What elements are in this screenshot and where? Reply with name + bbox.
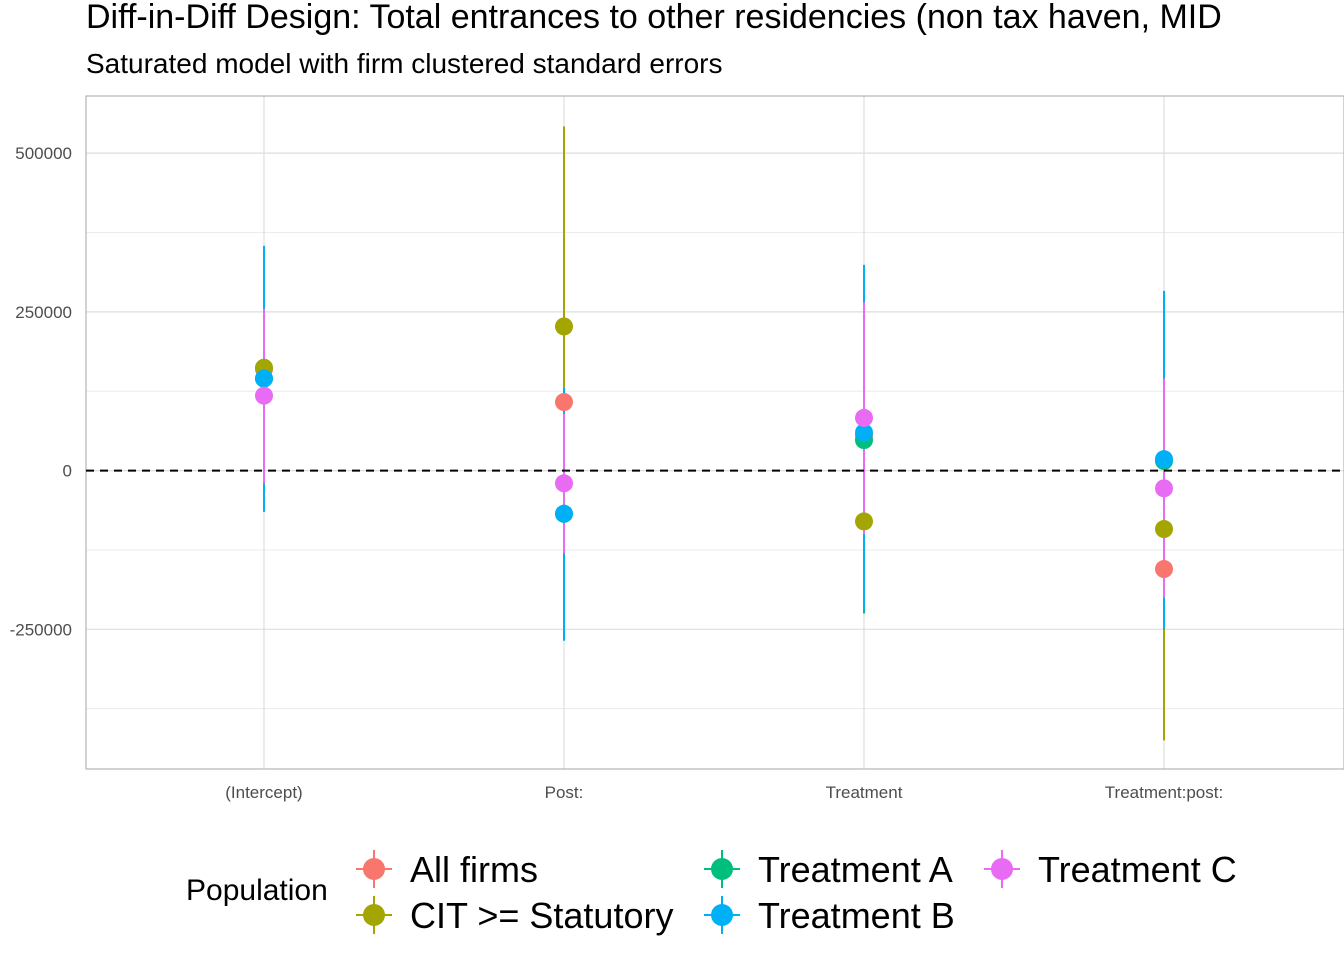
data-point — [1155, 520, 1173, 539]
data-point — [255, 369, 273, 388]
x-tick-label: (Intercept) — [225, 783, 302, 802]
legend-key-all-firms — [356, 850, 392, 888]
legend-key-point — [711, 858, 733, 880]
chart-subtitle: Saturated model with firm clustered stan… — [86, 48, 723, 79]
data-point — [1155, 450, 1173, 469]
legend-key-point — [991, 858, 1013, 880]
data-point — [555, 474, 573, 493]
data-point — [855, 423, 873, 442]
data-point — [1155, 479, 1173, 498]
legend-key-point — [363, 904, 385, 926]
data-point — [855, 512, 873, 531]
legend-key-treatment-c — [984, 850, 1020, 888]
x-tick-label: Post: — [545, 783, 584, 802]
y-tick-label: 500000 — [15, 144, 72, 163]
legend-key-treatment-b — [704, 896, 740, 934]
y-tick-label: 250000 — [15, 303, 72, 322]
legend-title: Population — [186, 874, 328, 907]
x-tick-label: Treatment — [826, 783, 903, 802]
data-point — [855, 408, 873, 427]
legend-label-all-firms: All firms — [410, 849, 538, 890]
legend-label-cit-statutory: CIT >= Statutory — [410, 895, 674, 936]
axis-layer: -250000 0 250000 500000 (Intercept) Post: Trea… — [10, 95, 1344, 802]
legend-label-treatment-c: Treatment C — [1038, 849, 1237, 890]
panel-border — [85, 95, 1344, 770]
data-point — [1155, 560, 1173, 579]
legend-key-point — [711, 904, 733, 926]
data-point — [255, 386, 273, 405]
data-point — [555, 504, 573, 523]
y-tick-label: 0 — [63, 462, 72, 481]
legend-label-treatment-a: Treatment A — [758, 849, 953, 890]
data-point — [555, 393, 573, 412]
grid-layer — [86, 96, 1344, 769]
legend-key-treatment-a — [704, 850, 740, 888]
series-layer — [255, 126, 1173, 741]
y-tick-label: -250000 — [10, 620, 72, 639]
chart-title: Diff-in-Diff Design: Total entrances to … — [86, 0, 1222, 36]
data-point — [555, 317, 573, 336]
legend-label-treatment-b: Treatment B — [758, 895, 955, 936]
legend-key-cit-statutory — [356, 896, 392, 934]
legend-key-point — [363, 858, 385, 880]
x-tick-label: Treatment:post: — [1105, 783, 1223, 802]
